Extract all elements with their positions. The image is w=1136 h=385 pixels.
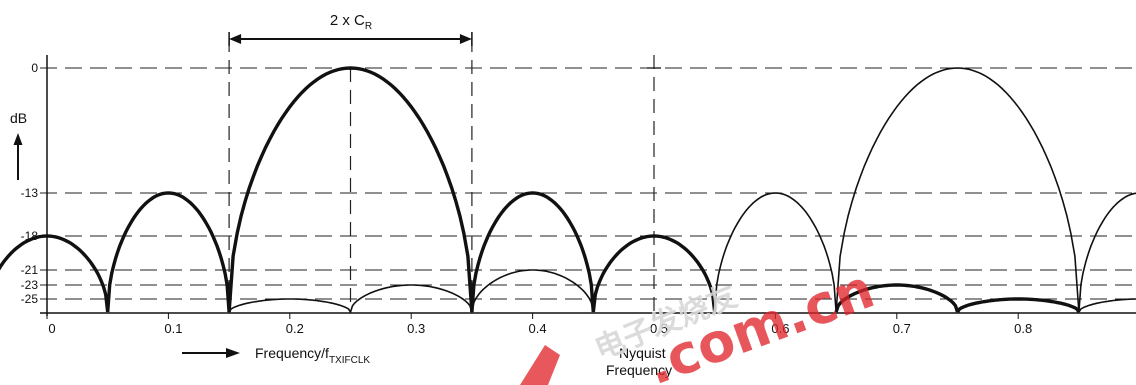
x-axis-label-subscript: TXIFCLK <box>329 355 370 366</box>
x-tick-label: 0.7 <box>893 321 911 336</box>
y-tick-label: -13 <box>21 186 39 200</box>
thin-lobe-5 <box>1078 192 1136 313</box>
watermark-logo: 电子发烧友 .com.cn <box>520 257 882 385</box>
x-tick-label: 0 <box>48 321 55 336</box>
bold-lobe-1 <box>106 191 231 313</box>
thin-lobe-1 <box>349 284 473 313</box>
y-tick-label: 0 <box>31 61 38 75</box>
y-tick-label: -18 <box>21 229 39 243</box>
x-axis-label: Frequency/fTXIFCLK <box>255 345 370 366</box>
series-thin <box>228 67 1136 313</box>
nyquist-label: Nyquist Frequency <box>606 345 672 378</box>
bold-lobe-5 <box>834 283 960 313</box>
y-tick-label: -23 <box>21 278 39 292</box>
bandwidth-label-subscript: R <box>365 21 372 32</box>
x-tick-labels: 0 0.1 0.2 0.3 0.4 0.5 0.6 0.7 0.8 <box>46 313 1032 336</box>
thin-lobe-3 <box>713 192 837 313</box>
x-tick-label: 0.2 <box>286 321 304 336</box>
x-tick-label: 0.6 <box>771 321 789 336</box>
x-tick-label: 0.4 <box>529 321 547 336</box>
y-tick-label: -21 <box>21 263 39 277</box>
bold-lobe-4 <box>591 234 717 313</box>
bold-lobe-6 <box>956 297 1081 313</box>
bold-lobe-0 <box>0 234 110 313</box>
bandwidth-arrow-right-icon <box>459 34 472 44</box>
x-tick-label: 0.3 <box>407 321 425 336</box>
x-tick-label: 0.1 <box>164 321 182 336</box>
x-tick-label: 0.5 <box>650 321 668 336</box>
nyquist-label-line-1: Nyquist <box>619 345 666 361</box>
nyquist-label-line-2: Frequency <box>606 362 672 378</box>
x-axis-arrow-icon <box>182 348 240 358</box>
thin-lobe-6 <box>1078 298 1136 313</box>
bandwidth-label: 2 x CR <box>330 12 372 32</box>
y-axis-label: dB <box>10 110 27 126</box>
bandwidth-label-main: 2 x C <box>330 12 365 29</box>
series-bold <box>0 66 1081 313</box>
y-tick-label: -25 <box>21 292 39 306</box>
bandwidth-arrow-left-icon <box>229 34 242 44</box>
bold-lobe-3 <box>470 191 595 313</box>
bandwidth-indicator <box>228 32 473 46</box>
x-axis-label-main: Frequency/f <box>255 345 329 361</box>
thin-lobe-0 <box>228 298 352 313</box>
y-axis-arrow-icon <box>13 133 23 180</box>
thin-lobe-2 <box>471 269 595 313</box>
x-tick-label: 0.8 <box>1014 321 1032 336</box>
thin-lobe-4 <box>835 67 1080 313</box>
frequency-reference-lines <box>228 38 661 313</box>
bold-lobe-2 <box>227 66 474 313</box>
y-tick-labels: 0 -13 -18 -21-23-25 <box>21 61 39 306</box>
